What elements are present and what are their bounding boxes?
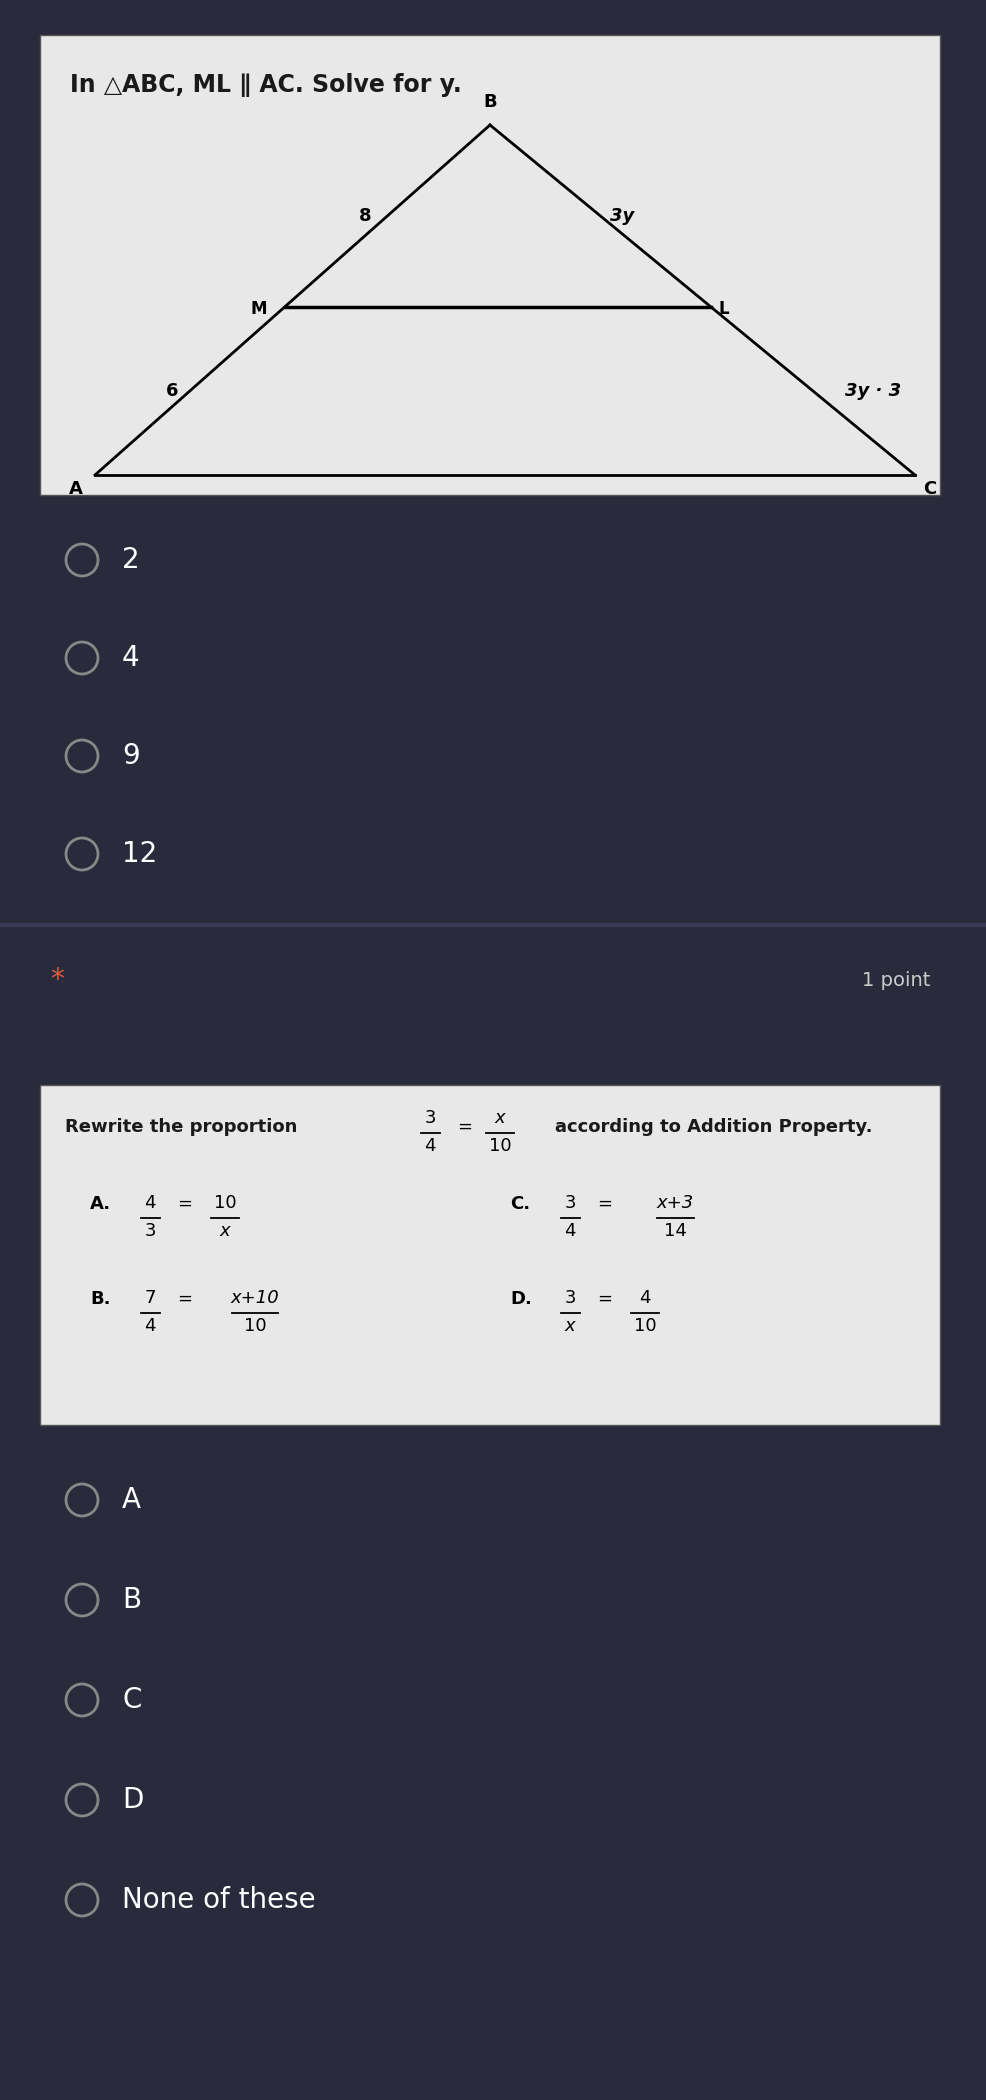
Bar	[40, 36, 940, 496]
Text: 1 point: 1 point	[862, 970, 930, 989]
Text: D.: D.	[510, 1289, 531, 1308]
Text: =: =	[177, 1195, 192, 1214]
Text: 3y: 3y	[610, 208, 635, 225]
Text: B: B	[122, 1586, 141, 1615]
Text: x+3: x+3	[657, 1195, 693, 1212]
Text: 7: 7	[144, 1289, 156, 1306]
Text: 10: 10	[489, 1136, 512, 1155]
Text: A.: A.	[90, 1195, 111, 1214]
Text: L: L	[719, 300, 730, 317]
Text: *: *	[50, 966, 64, 993]
Text: D: D	[122, 1785, 143, 1814]
Text: C: C	[122, 1686, 141, 1714]
Text: 4: 4	[639, 1289, 651, 1306]
Text: 4: 4	[144, 1317, 156, 1336]
Text: B.: B.	[90, 1289, 110, 1308]
Text: B: B	[483, 92, 497, 111]
Text: 8: 8	[359, 208, 372, 225]
Text: 4: 4	[424, 1136, 436, 1155]
Text: A: A	[69, 481, 83, 498]
Text: x: x	[495, 1109, 505, 1128]
Text: 4: 4	[564, 1222, 576, 1239]
Text: None of these: None of these	[122, 1886, 316, 1913]
Text: In △ABC, ML ∥ AC. Solve for y.: In △ABC, ML ∥ AC. Solve for y.	[70, 74, 461, 97]
Text: 3y · 3: 3y · 3	[845, 382, 901, 399]
Text: x: x	[565, 1317, 575, 1336]
Text: 6: 6	[166, 382, 178, 399]
Text: 10: 10	[214, 1195, 237, 1212]
Text: 10: 10	[634, 1317, 657, 1336]
Text: 10: 10	[244, 1317, 266, 1336]
Text: 9: 9	[122, 741, 140, 771]
Text: =: =	[598, 1289, 612, 1308]
Text: C: C	[923, 481, 937, 498]
Text: 4: 4	[144, 1195, 156, 1212]
Text: x+10: x+10	[231, 1289, 279, 1306]
Text: 4: 4	[122, 645, 140, 672]
Text: M: M	[250, 300, 266, 317]
Text: =: =	[177, 1289, 192, 1308]
Text: 3: 3	[564, 1195, 576, 1212]
Text: 14: 14	[664, 1222, 686, 1239]
Text: according to Addition Property.: according to Addition Property.	[555, 1117, 873, 1136]
Bar	[40, 1086, 940, 1426]
Text: =: =	[458, 1117, 472, 1136]
Text: x: x	[220, 1222, 231, 1239]
Text: 3: 3	[424, 1109, 436, 1128]
Text: 2: 2	[122, 546, 140, 573]
Text: A: A	[122, 1487, 141, 1514]
Text: =: =	[598, 1195, 612, 1214]
Text: 3: 3	[144, 1222, 156, 1239]
Text: C.: C.	[510, 1195, 530, 1214]
Text: 3: 3	[564, 1289, 576, 1306]
Text: Rewrite the proportion: Rewrite the proportion	[65, 1117, 298, 1136]
Text: 12: 12	[122, 840, 157, 867]
